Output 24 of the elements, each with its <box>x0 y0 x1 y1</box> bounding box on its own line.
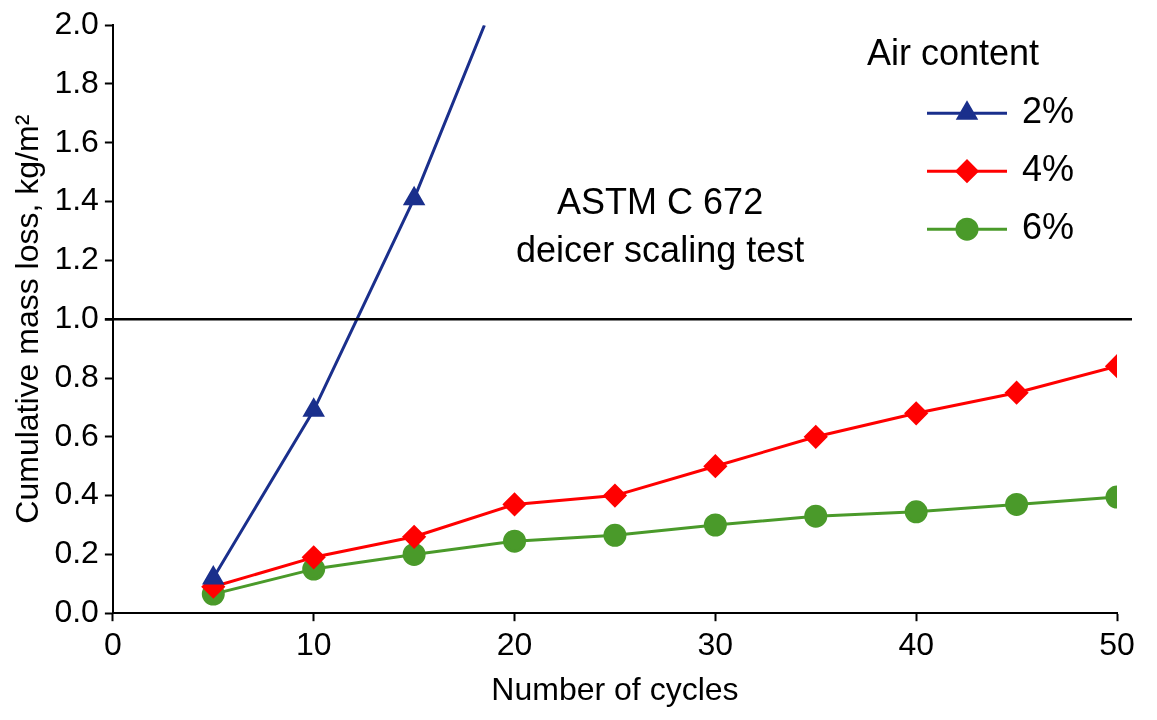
y-tick-label: 0.4 <box>54 475 99 512</box>
annotation: ASTM C 672 deicer scaling test <box>516 180 805 270</box>
y-tick-label: 0.2 <box>54 534 99 571</box>
y-tick-label: 0.6 <box>54 416 99 453</box>
y-axis-title: Cumulative mass loss, kg/m² <box>9 114 46 524</box>
y-tick-label: 2.0 <box>54 5 99 42</box>
legend-label: 6% <box>1022 206 1075 248</box>
y-tick-label: 1.8 <box>54 63 99 100</box>
x-tick-label: 50 <box>1099 626 1135 663</box>
y-tick-label: 1.2 <box>54 240 99 277</box>
x-tick-label: 40 <box>898 626 934 663</box>
y-tick-label: 0.8 <box>54 357 99 394</box>
legend-label: 4% <box>1022 148 1075 190</box>
x-tick-label: 30 <box>697 626 734 663</box>
legend-title: Air content <box>867 32 1040 74</box>
y-tick-label: 1.6 <box>54 122 99 159</box>
y-tick-label: 0.0 <box>54 593 99 630</box>
y-tick-label: 1.0 <box>54 299 99 336</box>
x-tick-label: 10 <box>295 626 332 663</box>
legend-label: 2% <box>1022 90 1075 132</box>
x-tick-label: 20 <box>496 626 533 663</box>
x-tick-label: 0 <box>103 626 122 663</box>
y-tick-label: 1.4 <box>54 181 99 218</box>
x-axis-title: Number of cycles <box>491 670 739 707</box>
